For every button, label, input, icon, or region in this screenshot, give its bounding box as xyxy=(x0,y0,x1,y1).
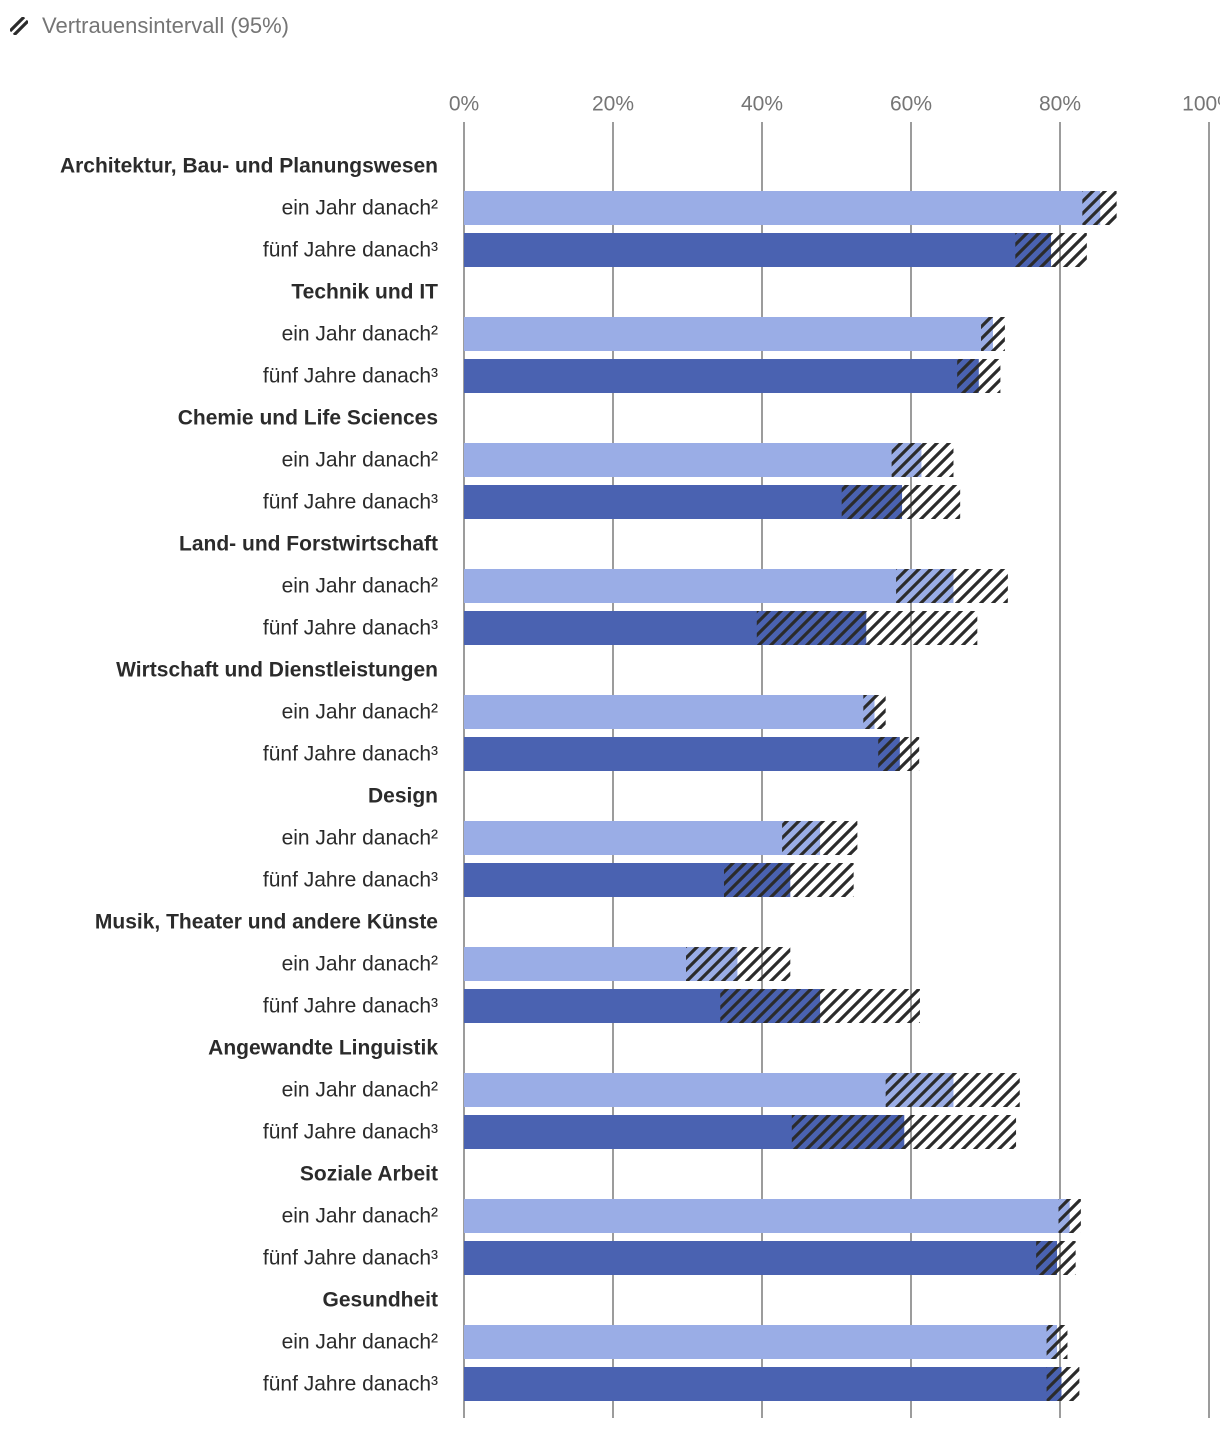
row-label: fünf Jahre danach³ xyxy=(263,869,438,892)
group-label: Architektur, Bau- und Planungswesen xyxy=(60,155,438,178)
bar-year5 xyxy=(464,233,1052,267)
group-label: Musik, Theater und andere Künste xyxy=(95,911,438,934)
row-label: ein Jahr danach² xyxy=(282,449,438,472)
row-label: ein Jahr danach² xyxy=(282,323,438,346)
row-label: fünf Jahre danach³ xyxy=(263,1121,438,1144)
x-tick-label: 80% xyxy=(1039,93,1081,116)
group-label: Technik und IT xyxy=(291,281,438,304)
row-label: fünf Jahre danach³ xyxy=(263,239,438,262)
bar-year1 xyxy=(464,317,993,351)
bar-year1 xyxy=(464,1325,1058,1359)
confidence-interval xyxy=(896,569,1008,603)
group-label: Wirtschaft und Dienstleistungen xyxy=(116,659,438,682)
x-tick-label: 40% xyxy=(741,93,783,116)
bar-year1 xyxy=(464,695,875,729)
row-label: fünf Jahre danach³ xyxy=(263,1247,438,1270)
confidence-interval xyxy=(756,611,978,645)
confidence-interval xyxy=(1015,233,1087,267)
row-label: ein Jahr danach² xyxy=(282,1205,438,1228)
legend: Vertrauensintervall (95%) xyxy=(10,10,289,42)
group-label: Design xyxy=(368,785,438,808)
row-label: ein Jahr danach² xyxy=(282,953,438,976)
row-label: ein Jahr danach² xyxy=(282,701,438,724)
group-label: Soziale Arbeit xyxy=(300,1163,438,1186)
confidence-interval xyxy=(957,359,1001,393)
row-label: fünf Jahre danach³ xyxy=(263,1373,438,1396)
confidence-interval xyxy=(1082,191,1117,225)
confidence-interval xyxy=(878,737,920,771)
bar-year1 xyxy=(464,1199,1070,1233)
confidence-interval xyxy=(1058,1199,1081,1233)
confidence-interval xyxy=(720,989,920,1023)
group-label: Gesundheit xyxy=(322,1289,438,1312)
group-label: Chemie und Life Sciences xyxy=(178,407,438,430)
confidence-interval xyxy=(724,863,854,897)
confidence-interval xyxy=(885,1073,1020,1107)
row-label: fünf Jahre danach³ xyxy=(263,365,438,388)
category-labels: Architektur, Bau- und Planungswesen ein J… xyxy=(60,155,438,1396)
confidence-interval xyxy=(1046,1367,1080,1401)
group-label: Land- und Forstwirtschaft xyxy=(179,533,438,556)
row-label: ein Jahr danach² xyxy=(282,575,438,598)
confidence-interval xyxy=(791,1115,1017,1149)
x-tick-label: 60% xyxy=(890,93,932,116)
bar-year5 xyxy=(464,1241,1058,1275)
confidence-interval xyxy=(891,443,954,477)
bar-year5 xyxy=(464,737,900,771)
confidence-interval xyxy=(863,695,886,729)
confidence-interval xyxy=(1036,1241,1076,1275)
bar-year1 xyxy=(464,443,922,477)
bar-year5 xyxy=(464,359,979,393)
x-axis-ticks: 0% 20% 40% 60% 80% 100% xyxy=(449,93,1220,116)
x-tick-label: 0% xyxy=(449,93,479,116)
row-label: ein Jahr danach² xyxy=(282,1331,438,1354)
row-label: fünf Jahre danach³ xyxy=(263,743,438,766)
row-label: fünf Jahre danach³ xyxy=(263,617,438,640)
row-label: fünf Jahre danach³ xyxy=(263,995,438,1018)
bar-year1 xyxy=(464,821,821,855)
bar-year1 xyxy=(464,191,1101,225)
confidence-interval xyxy=(782,821,858,855)
row-label: fünf Jahre danach³ xyxy=(263,491,438,514)
x-tick-label: 100% xyxy=(1182,93,1220,116)
bars xyxy=(464,191,1117,1401)
row-label: ein Jahr danach² xyxy=(282,827,438,850)
bar-year1 xyxy=(464,1073,954,1107)
x-tick-label: 20% xyxy=(592,93,634,116)
confidence-interval xyxy=(841,485,961,519)
confidence-interval xyxy=(1046,1325,1068,1359)
bar-year5 xyxy=(464,485,903,519)
row-label: ein Jahr danach² xyxy=(282,197,438,220)
row-label: ein Jahr danach² xyxy=(282,1079,438,1102)
hatch-legend-icon xyxy=(10,17,28,35)
bar-year1 xyxy=(464,569,954,603)
bar-year5 xyxy=(464,1367,1062,1401)
group-label: Angewandte Linguistik xyxy=(208,1037,438,1060)
confidence-interval xyxy=(981,317,1005,351)
legend-label: Vertrauensintervall (95%) xyxy=(42,13,290,38)
confidence-interval xyxy=(686,947,791,981)
